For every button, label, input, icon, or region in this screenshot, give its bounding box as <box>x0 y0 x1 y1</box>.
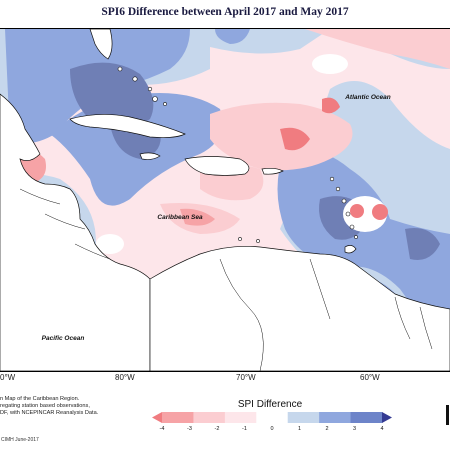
footer-credit: CIMH June-2017 <box>1 437 39 443</box>
land-florida <box>89 29 113 60</box>
border-line <box>394 296 411 340</box>
island-dot <box>256 239 260 243</box>
pink-atlantic <box>210 102 353 171</box>
island-dot <box>341 198 347 204</box>
island-dot <box>147 86 153 92</box>
longitude-tick: 0°W <box>0 373 16 382</box>
pink-northeast <box>305 29 450 69</box>
footer-note-line: regating station based observations, <box>0 403 90 410</box>
border-line <box>19 188 61 205</box>
pink-mid-caribbean <box>180 208 215 226</box>
label-pacific-ocean: Pacific Ocean <box>42 335 85 342</box>
legend-tick-label: 3 <box>352 426 357 432</box>
zero-halo-2 <box>96 234 124 254</box>
island-dot <box>132 76 138 82</box>
longitude-tick: 60°W <box>360 373 380 382</box>
legend-tick-label: -2 <box>214 426 220 432</box>
legend-arrow-left <box>152 412 162 423</box>
border-line <box>309 258 331 320</box>
island-dot <box>354 235 358 239</box>
land-puerto-rico <box>261 167 284 175</box>
border-line <box>219 258 264 371</box>
footer-note-line: DF, with NCEPINCAR Reanalysis Data. <box>0 410 99 417</box>
land-south-america <box>149 245 450 371</box>
small-islands <box>117 66 358 243</box>
land-masses <box>0 29 450 371</box>
legend-title: SPI Difference <box>237 399 303 410</box>
footer-note-line: n Map of the Caribbean Region. <box>0 396 80 402</box>
island-dot <box>335 186 341 192</box>
legend-swatch <box>193 412 226 423</box>
border-line <box>419 306 433 350</box>
land-jamaica <box>139 152 161 160</box>
legend-swatch <box>287 412 320 423</box>
island-dot <box>345 211 351 217</box>
pink-strong-atlantic <box>280 127 310 151</box>
pink-strong-island-2 <box>372 204 388 220</box>
legend-arrow-right <box>382 412 392 423</box>
zero-halo-3 <box>312 54 348 74</box>
land-cuba <box>69 114 186 138</box>
pink-strong-north <box>322 97 340 114</box>
spi-map: Atlantic Ocean Caribbean Sea Pacific Oce… <box>0 28 450 372</box>
legend-swatch <box>162 412 194 423</box>
map-canvas: Atlantic Ocean Caribbean Sea Pacific Oce… <box>0 29 450 371</box>
island-dot <box>117 66 123 72</box>
legend-tick-label: 2 <box>325 426 329 432</box>
country-borders <box>19 188 433 371</box>
legend-tick-label: -4 <box>159 426 165 432</box>
island-dot <box>238 237 242 241</box>
land-trinidad <box>344 245 357 254</box>
label-caribbean-sea: Caribbean Sea <box>157 214 203 221</box>
island-dot <box>349 224 355 230</box>
legend-tick-label: 0 <box>270 426 274 432</box>
bluemid-lesser-antilles <box>277 148 450 329</box>
border-line <box>44 213 86 230</box>
island-dot <box>329 176 335 182</box>
island-dot <box>163 102 167 106</box>
map-title: SPI6 Difference between April 2017 and M… <box>101 6 349 18</box>
legend-swatch <box>256 412 289 423</box>
legend-tick-label: 4 <box>380 426 384 432</box>
border-line <box>74 243 111 260</box>
longitude-tick: 80°W <box>115 373 135 382</box>
label-atlantic-ocean: Atlantic Ocean <box>344 94 391 101</box>
legend-tick-label: 1 <box>297 426 302 432</box>
pink-strong-island-1 <box>350 204 364 218</box>
bluemid-top <box>215 29 250 44</box>
legend-swatch <box>319 412 352 423</box>
legend-tick-label: -3 <box>187 426 192 432</box>
legend-tick-label: -1 <box>242 426 247 432</box>
footer-note: n Map of the Caribbean Region. regating … <box>0 396 120 418</box>
land-central-america <box>0 93 151 371</box>
island-dot <box>152 96 158 102</box>
bluedark-gulf-core <box>70 62 154 131</box>
legend-colorbar <box>152 412 392 423</box>
legend-ticks: -4 -3 -2 -1 0 1 2 3 4 <box>152 426 392 436</box>
land-hispaniola <box>184 156 250 176</box>
legend-swatch <box>224 412 257 423</box>
longitude-tick: 70°W <box>236 373 256 382</box>
logo-edge <box>446 405 450 425</box>
bluedark-eastmost <box>405 228 440 260</box>
legend-swatch <box>350 412 383 423</box>
